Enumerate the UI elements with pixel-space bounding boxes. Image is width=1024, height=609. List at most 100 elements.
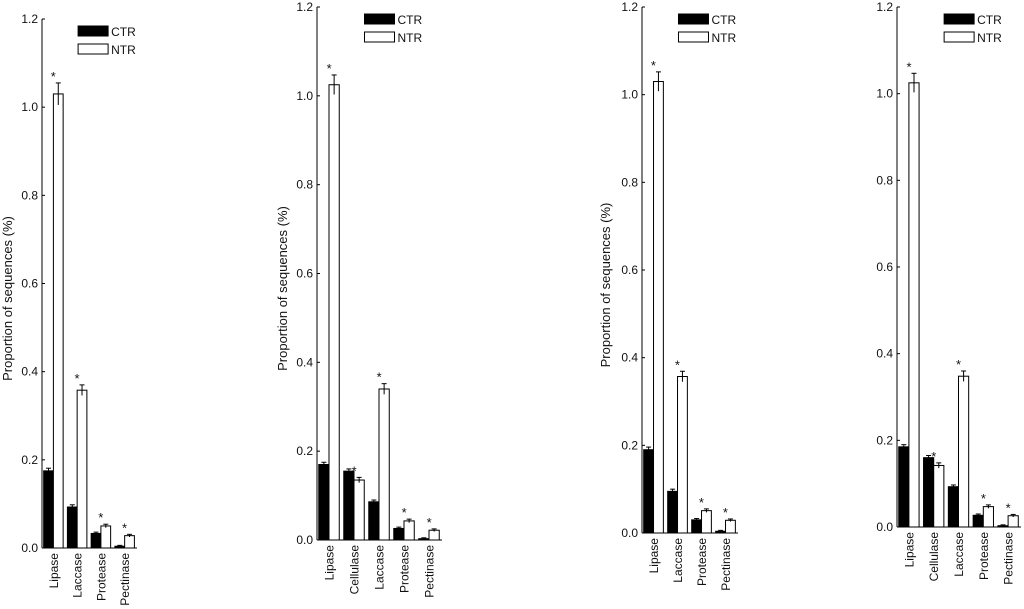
bar-ntr <box>653 81 664 534</box>
y-tick-label: 1.0 <box>296 89 313 103</box>
legend-swatch-ntr <box>677 31 709 43</box>
significance-marker: * <box>906 59 911 74</box>
y-tick-label: 0.0 <box>621 526 638 540</box>
y-tick-label: 1.0 <box>876 87 893 101</box>
legend-swatch-ntr <box>364 31 395 43</box>
y-tick-label: 0.2 <box>621 438 638 452</box>
legend-label-ctr: CTR <box>398 13 423 27</box>
category-label: Pectinase <box>423 545 437 598</box>
y-tick-label: 1.0 <box>621 88 638 102</box>
significance-marker: * <box>1006 500 1011 515</box>
significance-marker: * <box>427 515 432 530</box>
category-label: Protease <box>398 545 412 593</box>
y-tick-label: 0.2 <box>21 453 38 467</box>
y-tick-label: 0.8 <box>21 188 38 202</box>
y-tick-label: 0.4 <box>621 351 638 365</box>
legend-label-ctr: CTR <box>977 13 1002 27</box>
bar-ctr <box>972 514 984 528</box>
legend-label-ntr: NTR <box>977 31 1002 45</box>
bar-ntr <box>933 464 945 528</box>
significance-marker: * <box>122 520 127 535</box>
bar-ntr <box>701 510 712 534</box>
legend-label-ntr: NTR <box>111 43 136 57</box>
y-tick-label: 0.0 <box>21 541 38 555</box>
legend-label-ctr: CTR <box>111 25 136 39</box>
y-tick-label: 1.2 <box>876 0 893 14</box>
significance-marker: * <box>327 61 332 76</box>
legend-swatch-ntr <box>77 43 109 55</box>
chart-panel-2: 0.0 0.2 0.4 0.6 0.8 1.0 1.2 Proportion of seque… <box>275 0 442 598</box>
bar-ntr <box>76 389 88 549</box>
y-tick-label: 0.2 <box>876 433 893 447</box>
bar-ntr <box>403 520 415 541</box>
chart-panel-1: 0.0 0.2 0.4 0.6 0.8 1.0 1.2 Proportion of seque… <box>0 12 137 606</box>
significance-marker: * <box>675 357 680 372</box>
category-label: Pectinase <box>1002 532 1016 585</box>
bar-ctr <box>43 470 54 549</box>
bar-ctr <box>691 519 703 534</box>
category-label: Lipase <box>902 532 916 568</box>
category-label: Pectinase <box>118 553 132 606</box>
significance-marker: * <box>981 491 986 506</box>
significance-marker: * <box>98 510 103 525</box>
legend-swatch-ctr <box>943 13 975 25</box>
legend-label-ctr: CTR <box>711 13 736 27</box>
significance-marker: * <box>723 505 728 520</box>
significance-marker: * <box>402 505 407 520</box>
bar-ntr <box>958 375 970 528</box>
y-tick-label: 1.0 <box>21 100 38 114</box>
bar-ntr <box>378 388 390 541</box>
bar-ntr <box>908 82 920 528</box>
bar-ctr <box>318 463 330 541</box>
category-label: Laccase <box>952 532 966 577</box>
legend-label-ntr: NTR <box>711 31 736 45</box>
significance-marker: * <box>51 69 56 84</box>
bar-ntr <box>328 84 340 541</box>
significance-marker: * <box>651 58 656 73</box>
bar-ctr <box>898 446 910 528</box>
legend-swatch-ctr <box>677 13 709 25</box>
y-tick-label: 0.4 <box>296 355 313 369</box>
y-tick-label: 0.8 <box>621 175 638 189</box>
category-label: Lipase <box>323 545 337 581</box>
bar-ntr <box>1007 515 1019 528</box>
category-label: Protease <box>695 538 709 586</box>
y-tick-label: 1.2 <box>621 0 638 14</box>
bar-ntr <box>982 506 994 528</box>
bar-ntr <box>677 376 688 534</box>
y-tick-label: 0.0 <box>876 520 893 534</box>
bar-ntr <box>725 519 736 534</box>
significance-marker: * <box>377 370 382 385</box>
bar-ntr <box>428 529 440 541</box>
y-tick-label: 0.6 <box>21 277 38 291</box>
bar-ctr <box>368 501 380 541</box>
significance-marker: * <box>352 463 357 478</box>
bar-ntr <box>52 93 64 549</box>
y-tick-label: 0.4 <box>21 365 38 379</box>
y-axis-label: Proportion of sequences (%) <box>598 203 613 368</box>
bar-ctr <box>923 457 935 528</box>
category-label: Laccase <box>71 553 85 598</box>
legend-swatch-ctr <box>77 25 109 37</box>
y-axis-label: Proportion of sequences (%) <box>275 206 290 371</box>
bar-ctr <box>90 532 102 549</box>
category-label: Protease <box>977 532 991 580</box>
category-label: Laccase <box>671 538 685 583</box>
bar-ntr <box>100 525 112 549</box>
chart-panel-3: 0.0 0.2 0.4 0.6 0.8 1.0 1.2 Proportion of seque… <box>598 0 738 591</box>
bar-ctr <box>66 506 78 549</box>
significance-marker: * <box>931 449 936 464</box>
y-tick-label: 0.6 <box>296 267 313 281</box>
bar-ctr <box>643 449 655 534</box>
category-label: Pectinase <box>719 538 733 591</box>
category-label: Cellulase <box>927 532 941 582</box>
bar-ntr <box>124 535 135 549</box>
legend-swatch-ntr <box>943 31 975 43</box>
legend-label-ntr: NTR <box>398 31 423 45</box>
y-tick-label: 1.2 <box>296 0 313 14</box>
category-label: Lipase <box>47 553 61 589</box>
category-label: Lipase <box>647 538 661 574</box>
y-tick-label: 0.8 <box>876 173 893 187</box>
bar-ctr <box>947 486 960 528</box>
